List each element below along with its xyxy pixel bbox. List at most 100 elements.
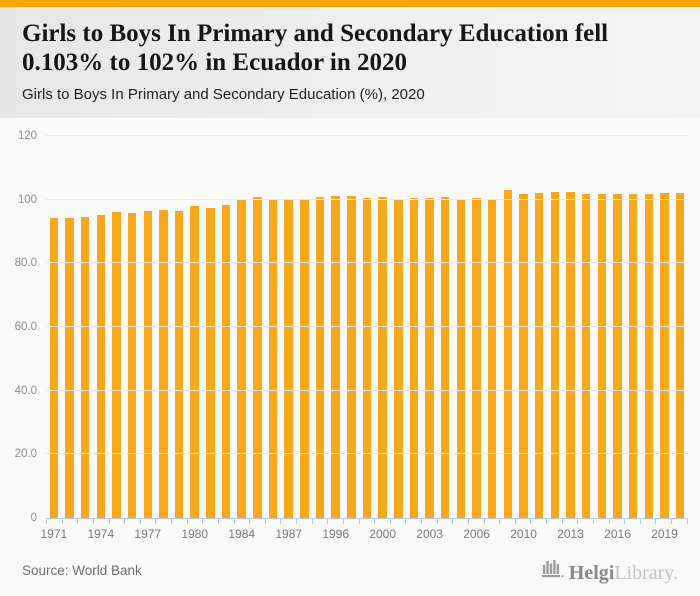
logo-wordmark: HelgiLibrary.	[569, 563, 678, 583]
bar[interactable]	[394, 199, 403, 518]
x-axis-tick	[577, 518, 579, 524]
x-axis-tick	[436, 518, 438, 524]
bar[interactable]	[597, 193, 607, 518]
bar-slot	[343, 136, 359, 518]
bar[interactable]	[581, 193, 591, 518]
x-axis-label-2013: 2013	[557, 527, 584, 541]
x-axis-tick	[561, 518, 563, 524]
x-axis-label-1971: 1971	[40, 527, 68, 541]
bar[interactable]	[331, 195, 340, 518]
bar[interactable]	[534, 192, 544, 518]
bar[interactable]	[221, 205, 231, 518]
y-axis-label-40.0: 40.0	[14, 384, 37, 397]
y-axis-label-20.0: 20.0	[14, 448, 37, 461]
x-axis-label-1980: 1980	[181, 527, 209, 541]
bar-slot	[187, 136, 203, 518]
plot-area: 0 20.0 40.0 60.0 80.0 100 120 1971 1974 1977 1980 1…	[15, 130, 688, 541]
x-axis-tick	[202, 518, 204, 524]
bar[interactable]	[112, 212, 121, 518]
bar-slot	[531, 136, 547, 518]
bar-slot	[265, 136, 281, 518]
bar[interactable]	[65, 218, 74, 518]
bar[interactable]	[190, 206, 199, 518]
x-axis-tick	[61, 518, 63, 524]
x-axis-label-1977: 1977	[134, 527, 162, 541]
bar-slot	[297, 136, 313, 518]
bar[interactable]	[550, 192, 560, 518]
bar[interactable]	[300, 198, 309, 518]
page-subtitle: Girls to Boys In Primary and Secondary E…	[22, 86, 425, 103]
bar[interactable]	[472, 198, 481, 518]
helgilibrary-logo[interactable]: HelgiLibrary.	[541, 557, 678, 583]
top-accent-bar	[0, 0, 700, 7]
bar-slot	[469, 136, 485, 518]
bar[interactable]	[268, 200, 278, 518]
bar[interactable]	[378, 197, 387, 518]
bar[interactable]	[347, 196, 356, 518]
bar[interactable]	[456, 200, 466, 518]
bar[interactable]	[487, 199, 497, 518]
bar-slot	[547, 136, 563, 518]
bar-slot	[657, 136, 673, 518]
gridline-40	[46, 389, 688, 391]
bar[interactable]	[315, 197, 325, 518]
bar-slot	[171, 136, 187, 518]
y-axis-label-60.0: 60.0	[14, 321, 37, 333]
bar[interactable]	[96, 214, 106, 518]
x-axis-line	[46, 518, 688, 519]
bar-slot	[484, 136, 500, 518]
bar[interactable]	[127, 213, 137, 518]
bar-chart-building-icon	[541, 557, 564, 583]
bar-slot	[390, 136, 406, 518]
bar-series	[46, 136, 688, 518]
x-axis-tick	[233, 518, 235, 524]
page-title-line2: 0.103% to 102% in Ecuador in 2020	[22, 49, 407, 76]
bar[interactable]	[519, 193, 528, 518]
bar-slot	[437, 136, 453, 518]
bar[interactable]	[440, 197, 450, 518]
x-axis-tick	[686, 518, 688, 524]
x-axis-tick	[405, 518, 407, 524]
x-axis-tick	[217, 518, 219, 524]
bar-slot	[500, 136, 516, 518]
x-axis-label-2006: 2006	[463, 527, 490, 541]
gridline-60	[46, 326, 688, 327]
x-axis-label-2000: 2000	[369, 527, 397, 541]
bar[interactable]	[628, 193, 638, 518]
y-axis-label-100: 100	[17, 193, 37, 206]
bar-slot	[625, 136, 641, 518]
gridline-120	[46, 135, 688, 136]
bar-slot	[77, 136, 93, 518]
bar[interactable]	[660, 192, 669, 518]
bar-slot	[62, 136, 78, 518]
y-axis-label-0: 0	[30, 512, 37, 524]
chart-section: 0 20.0 40.0 60.0 80.0 100 120 1971 1974 1977 1980 1…	[0, 130, 700, 541]
bar[interactable]	[159, 209, 168, 518]
x-axis-tick	[171, 518, 172, 524]
bar[interactable]	[143, 211, 153, 518]
bar[interactable]	[613, 193, 622, 518]
bar[interactable]	[237, 200, 246, 518]
bar[interactable]	[503, 190, 513, 518]
x-axis-tick	[186, 518, 188, 524]
bar[interactable]	[675, 193, 685, 518]
bar-slot	[563, 136, 579, 518]
bar[interactable]	[253, 197, 262, 518]
bar[interactable]	[566, 192, 575, 518]
bar-slot	[328, 136, 344, 518]
bar[interactable]	[80, 216, 90, 518]
x-axis-tick	[452, 518, 454, 524]
bar-slot	[250, 136, 266, 518]
bar[interactable]	[49, 218, 59, 518]
bar[interactable]	[284, 199, 293, 518]
x-axis-tick	[467, 518, 469, 524]
bar[interactable]	[409, 197, 419, 518]
x-axis-tick	[624, 518, 626, 524]
bar[interactable]	[174, 210, 184, 518]
bar[interactable]	[425, 198, 434, 518]
bar[interactable]	[644, 193, 654, 518]
x-axis-label-1996: 1996	[322, 527, 350, 541]
bar[interactable]	[206, 207, 215, 518]
bar-slot	[641, 136, 657, 518]
bar[interactable]	[362, 197, 372, 518]
